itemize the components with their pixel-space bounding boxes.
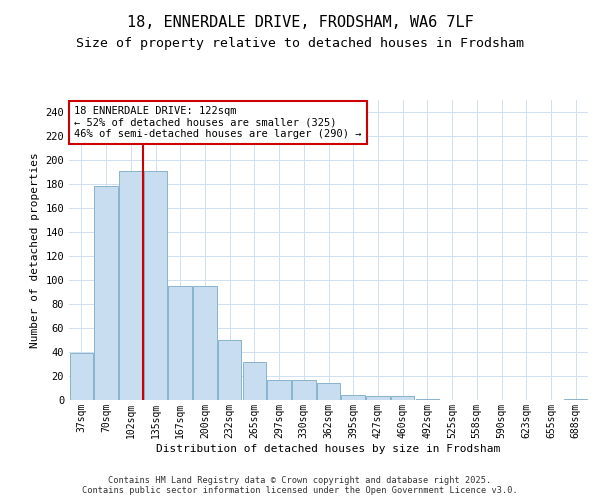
Text: 18 ENNERDALE DRIVE: 122sqm
← 52% of detached houses are smaller (325)
46% of sem: 18 ENNERDALE DRIVE: 122sqm ← 52% of deta… (74, 106, 362, 139)
Bar (218, 340, 241, 400)
Bar (292, 380, 316, 400)
Bar (268, 380, 291, 400)
Bar (94, 186, 118, 400)
Text: 18, ENNERDALE DRIVE, FRODSHAM, WA6 7LF: 18, ENNERDALE DRIVE, FRODSHAM, WA6 7LF (127, 15, 473, 30)
Bar (366, 396, 389, 400)
Bar (564, 399, 587, 400)
Bar (119, 171, 143, 400)
Bar (391, 396, 415, 400)
Bar (70, 353, 93, 400)
Text: Size of property relative to detached houses in Frodsham: Size of property relative to detached ho… (76, 38, 524, 51)
Y-axis label: Number of detached properties: Number of detached properties (30, 152, 40, 348)
Bar (169, 286, 192, 400)
Bar (144, 171, 167, 400)
Bar (416, 399, 439, 400)
Bar (341, 395, 365, 400)
Text: Contains HM Land Registry data © Crown copyright and database right 2025.
Contai: Contains HM Land Registry data © Crown c… (82, 476, 518, 495)
Bar (193, 286, 217, 400)
X-axis label: Distribution of detached houses by size in Frodsham: Distribution of detached houses by size … (157, 444, 500, 454)
Bar (242, 362, 266, 400)
Bar (317, 383, 340, 400)
